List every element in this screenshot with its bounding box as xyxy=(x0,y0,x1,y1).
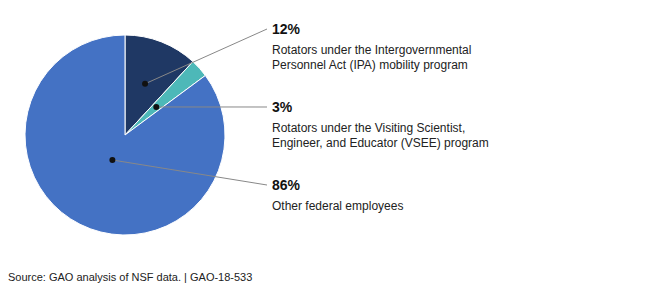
leader-line xyxy=(156,106,267,107)
leader-dot xyxy=(142,81,148,87)
leader-line xyxy=(112,160,267,185)
annotations: 12% Rotators under the IntergovernmentalP… xyxy=(109,21,488,213)
data-label: 86% xyxy=(272,177,301,193)
category-label: Rotators under the IntergovernmentalPers… xyxy=(272,43,471,72)
data-label: 3% xyxy=(272,99,293,115)
pie xyxy=(25,35,225,235)
pie-slice xyxy=(25,35,225,235)
leader-line xyxy=(145,29,267,84)
leader-dot xyxy=(153,104,159,110)
data-label: 12% xyxy=(272,21,301,37)
category-label: Rotators under the Visiting Scientist,En… xyxy=(272,121,489,150)
chart: 12% Rotators under the IntergovernmentalP… xyxy=(0,0,650,289)
category-label: Other federal employees xyxy=(272,199,403,213)
leader-dot xyxy=(109,157,115,163)
source-note: Source: GAO analysis of NSF data. | GAO-… xyxy=(8,271,252,283)
